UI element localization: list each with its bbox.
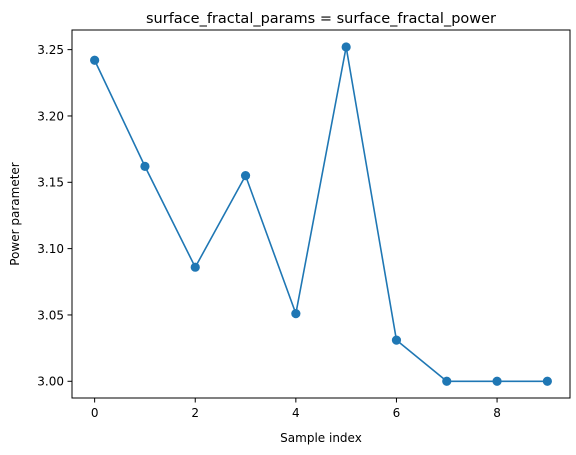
- y-axis-label: Power parameter: [8, 162, 22, 266]
- x-tick-label: 8: [493, 406, 501, 420]
- y-tick-label: 3.00: [37, 375, 64, 389]
- data-point: [442, 376, 452, 386]
- y-tick-label: 3.10: [37, 242, 64, 256]
- data-point: [190, 262, 200, 272]
- x-tick-label: 4: [292, 406, 300, 420]
- data-point: [492, 376, 502, 386]
- x-axis-ticks: 0 2 4 6 8: [91, 398, 501, 420]
- data-point: [240, 171, 251, 181]
- chart-title: surface_fractal_params = surface_fractal…: [146, 11, 496, 27]
- x-tick-label: 2: [191, 406, 199, 420]
- data-point: [542, 376, 552, 386]
- data-point: [341, 42, 351, 52]
- y-tick-label: 3.05: [37, 308, 64, 322]
- y-tick-label: 3.15: [37, 176, 64, 190]
- x-tick-label: 6: [393, 406, 401, 420]
- series-layer: [90, 42, 552, 386]
- series-line: [93, 46, 548, 383]
- y-tick-label: 3.20: [37, 109, 64, 123]
- x-tick-label: 0: [91, 406, 99, 420]
- y-axis-ticks: 3.00 3.05 3.10 3.15 3.20 3.25: [37, 43, 72, 389]
- y-tick-label: 3.25: [37, 43, 64, 57]
- data-point: [140, 161, 150, 171]
- plot-area-frame: [71, 29, 571, 399]
- x-axis-label: Sample index: [280, 431, 362, 445]
- data-point: [391, 335, 402, 345]
- data-point: [291, 309, 301, 319]
- data-point: [90, 55, 100, 65]
